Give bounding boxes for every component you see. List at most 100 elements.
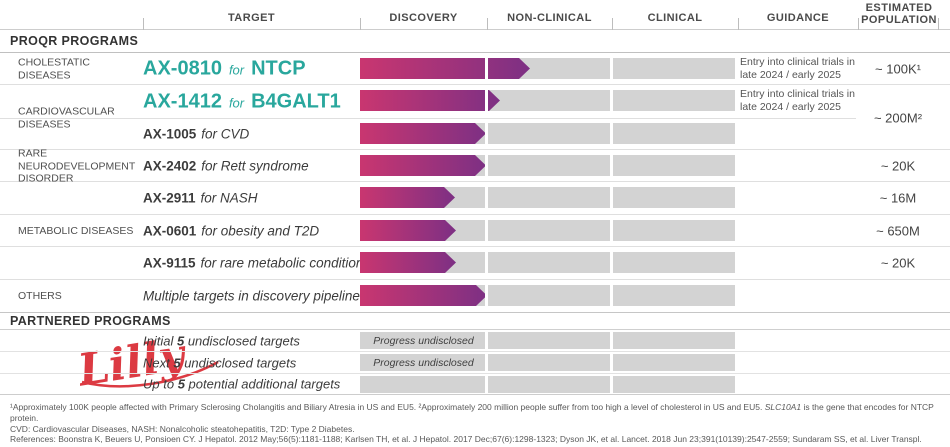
estimated-population-value: ~ 100K¹ xyxy=(875,61,921,76)
track-divider xyxy=(610,58,613,79)
track-divider xyxy=(610,123,613,144)
stage-track xyxy=(360,155,735,176)
track-divider xyxy=(485,354,488,371)
target-label: Multiple targets in discovery pipeline xyxy=(143,289,360,304)
row-separator xyxy=(0,118,856,119)
track-divider xyxy=(610,90,613,111)
program-row-others: Multiple targets in discovery pipeline xyxy=(0,280,950,312)
program-code: AX-1412 xyxy=(143,90,222,112)
partner-row-additional-targets: Up to 5 potential additional targets xyxy=(0,374,950,395)
stage-track xyxy=(360,58,735,79)
progress-bar xyxy=(360,123,486,144)
progress-status-text: Progress undisclosed xyxy=(373,334,474,347)
progress-bar xyxy=(360,285,487,306)
program-row-ax2402: AX-2402 for Rett syndrome ~ 20K xyxy=(0,150,950,182)
track-divider xyxy=(610,332,613,349)
track-divider xyxy=(610,155,613,176)
track-divider xyxy=(485,90,488,111)
progress-bar xyxy=(360,220,456,241)
track-divider xyxy=(485,252,488,273)
column-header-discovery: DISCOVERY xyxy=(389,12,458,24)
guidance-note: Entry into clinical trials in late 2024 … xyxy=(740,88,855,113)
estimated-population-value: ~ 20K xyxy=(880,158,916,173)
guidance-note: Entry into clinical trials in late 2024 … xyxy=(740,56,855,81)
footnote-line-1: ¹Approximately 100K people affected with… xyxy=(10,402,934,423)
target-name: B4GALT1 xyxy=(251,90,341,112)
stage-track xyxy=(360,123,735,144)
track-divider xyxy=(485,155,488,176)
track-divider xyxy=(485,332,488,349)
progress-bar xyxy=(360,252,456,273)
column-divider xyxy=(487,18,488,30)
category-rare-neurodevelopment-disorder: RARE NEURODEVELOPMENT DISORDER xyxy=(18,147,136,185)
footnotes: ¹Approximately 100K people affected with… xyxy=(10,402,942,447)
column-divider xyxy=(738,18,739,30)
lilly-logo-swash xyxy=(81,360,219,388)
gene-name: SLC10A1 xyxy=(764,402,802,412)
program-code: AX-0810 xyxy=(143,57,222,79)
stage-track: Progress undisclosed xyxy=(360,332,735,349)
target-label: AX-1412 for B4GALT1 xyxy=(143,90,341,113)
target-name: Multiple targets in discovery pipeline xyxy=(143,288,360,304)
program-code: AX-2402 xyxy=(143,158,197,173)
track-divider xyxy=(610,187,613,208)
estimated-population-value: ~ 20K xyxy=(880,255,916,271)
stage-track xyxy=(360,187,735,208)
target-name: for Rett syndrome xyxy=(201,158,309,173)
track-divider xyxy=(610,220,613,241)
column-divider xyxy=(143,18,144,30)
partner-row-initial-targets: Initial 5 undisclosed targets Progress u… xyxy=(0,330,950,352)
program-row-ax0810: AX-0810 for NTCP Entry into clinical tri… xyxy=(0,53,950,85)
target-name: NTCP xyxy=(251,57,306,79)
track-divider xyxy=(485,187,488,208)
category-others: OTHERS xyxy=(18,289,62,302)
estimated-population-value: ~ 650M xyxy=(876,223,920,238)
estimated-population-value: ~ 200M² xyxy=(873,110,923,126)
track-divider xyxy=(485,58,488,79)
program-code: AX-2911 xyxy=(143,190,196,206)
track-divider xyxy=(485,376,488,393)
progress-bar xyxy=(360,155,486,176)
footnote-line-3: References: Boonstra K, Beuers U, Ponsio… xyxy=(10,434,922,447)
program-code: AX-0601 xyxy=(143,223,197,238)
footnote-line-2: CVD: Cardiovascular Diseases, NASH: Nona… xyxy=(10,423,355,434)
section-title: PARTNERED PROGRAMS xyxy=(10,314,171,328)
target-label: AX-9115 for rare metabolic condition xyxy=(143,256,363,271)
program-code: AX-9115 xyxy=(143,255,196,271)
section-title: PROQR PROGRAMS xyxy=(10,34,139,48)
track-divider xyxy=(610,354,613,371)
progress-bar xyxy=(360,187,455,208)
stage-track xyxy=(360,285,735,306)
stage-track xyxy=(360,252,735,273)
target-name: for CVD xyxy=(201,126,250,141)
column-divider xyxy=(612,18,613,30)
progress-bar xyxy=(360,58,530,79)
program-row-ax1005: AX-1005 for CVD xyxy=(0,118,950,150)
track-divider xyxy=(610,252,613,273)
for-word: for xyxy=(228,95,245,110)
program-row-ax0601: AX-0601 for obesity and T2D ~ 650M xyxy=(0,215,950,247)
program-row-ax9115: AX-9115 for rare metabolic condition ~ 2… xyxy=(0,247,950,280)
track-divider xyxy=(485,285,488,306)
column-divider xyxy=(360,18,361,30)
category-cardiovascular-diseases: CARDIOVASCULAR DISEASES xyxy=(18,105,115,131)
target-label: AX-0601 for obesity and T2D xyxy=(143,223,319,238)
section-partnered-programs: PARTNERED PROGRAMS xyxy=(0,312,950,330)
section-proqr-programs: PROQR PROGRAMS xyxy=(0,30,950,53)
stage-track xyxy=(360,90,735,111)
partner-row-label: Up to 5 potential additional targets xyxy=(143,376,341,392)
track-divider xyxy=(610,376,613,393)
progress-status-text: Progress undisclosed xyxy=(373,356,474,369)
column-header-target: TARGET xyxy=(227,12,276,24)
category-cholestatic-diseases: CHOLESTATIC DISEASES xyxy=(18,56,90,82)
program-row-ax1412: AX-1412 for B4GALT1 Entry into clinical … xyxy=(0,85,950,119)
partner-row-label: Initial 5 undisclosed targets xyxy=(143,333,300,348)
partner-row-next-targets: Next 5 undisclosed targets Progress undi… xyxy=(0,352,950,374)
category-metabolic-diseases: METABOLIC DISEASES xyxy=(18,224,134,237)
column-header-non-clinical: NON-CLINICAL xyxy=(507,12,592,24)
stage-track xyxy=(360,376,735,393)
track-divider xyxy=(610,285,613,306)
estimated-population-value: ~ 16M xyxy=(879,190,917,206)
program-code: AX-1005 xyxy=(143,126,197,141)
